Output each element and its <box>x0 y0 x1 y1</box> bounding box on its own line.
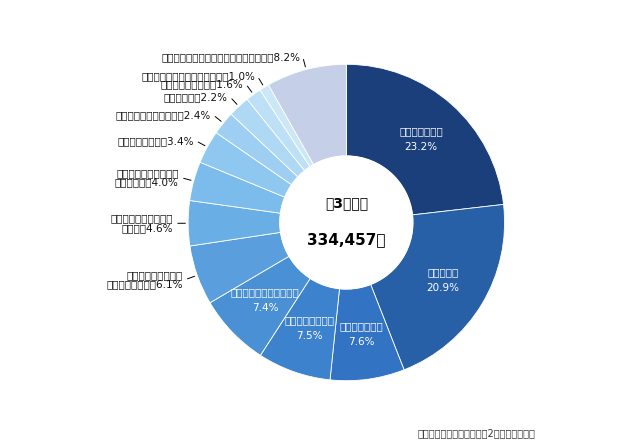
Text: サービス業　4.0%: サービス業 4.0% <box>115 178 179 187</box>
Wedge shape <box>260 85 314 167</box>
Text: 公務（他に分類され: 公務（他に分類され <box>126 270 182 280</box>
Wedge shape <box>188 201 281 246</box>
Text: 卸売業，小売業: 卸売業，小売業 <box>399 126 443 136</box>
Text: 電気・ガス・熱供給・水道業　1.0%: 電気・ガス・熱供給・水道業 1.0% <box>141 71 255 81</box>
Text: 複合サービス事業　1.6%: 複合サービス事業 1.6% <box>161 79 243 89</box>
Text: 7.6%: 7.6% <box>348 337 375 347</box>
Wedge shape <box>189 162 285 213</box>
Circle shape <box>280 156 413 289</box>
Wedge shape <box>260 278 339 380</box>
Text: 334,457人: 334,457人 <box>307 233 386 247</box>
Text: 運輸業，郵便業: 運輸業，郵便業 <box>340 321 383 331</box>
Text: 第3次産業: 第3次産業 <box>325 196 368 210</box>
Text: 生活関連サービス業，: 生活関連サービス業， <box>110 214 173 223</box>
Wedge shape <box>346 64 504 215</box>
Text: 宿泊業，飲食サービス業: 宿泊業，飲食サービス業 <box>231 287 300 297</box>
Text: 資料：総務省統計局「令和2年　国勢調査」: 資料：総務省統計局「令和2年 国勢調査」 <box>417 428 535 438</box>
Wedge shape <box>216 114 298 185</box>
Wedge shape <box>247 90 310 171</box>
Text: 医療，福祉: 医療，福祉 <box>427 267 458 278</box>
Wedge shape <box>371 204 504 370</box>
Text: 娯楽業　4.6%: 娯楽業 4.6% <box>122 223 173 233</box>
Text: るものを除く）　6.1%: るものを除く） 6.1% <box>106 279 182 290</box>
Wedge shape <box>269 64 346 165</box>
Text: 教育，学習支援業: 教育，学習支援業 <box>284 316 334 326</box>
Wedge shape <box>210 256 310 355</box>
Text: 7.4%: 7.4% <box>252 303 278 313</box>
Wedge shape <box>330 284 404 381</box>
Text: 情報通信業　2.2%: 情報通信業 2.2% <box>164 92 228 102</box>
Wedge shape <box>231 99 305 177</box>
Text: 金融業，保険業　3.4%: 金融業，保険業 3.4% <box>117 136 193 146</box>
Text: 学術研究，専門・技術: 学術研究，専門・技術 <box>116 168 179 178</box>
Text: 20.9%: 20.9% <box>426 283 459 293</box>
Text: 7.5%: 7.5% <box>296 332 323 341</box>
Wedge shape <box>200 133 292 197</box>
Text: 不動産業，物品賃貸業　2.4%: 不動産業，物品賃貸業 2.4% <box>116 110 211 120</box>
Wedge shape <box>190 232 289 303</box>
Text: 23.2%: 23.2% <box>404 142 438 152</box>
Text: サービス業（他に分類されないもの）　8.2%: サービス業（他に分類されないもの） 8.2% <box>161 52 301 62</box>
